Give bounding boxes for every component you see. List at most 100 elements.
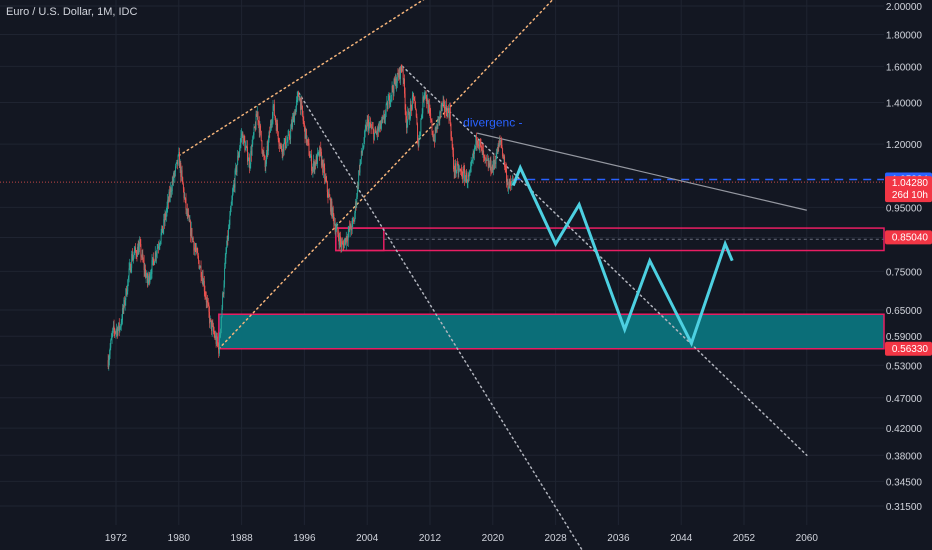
candle-body — [338, 238, 340, 245]
y-tick-label: 0.95000 — [886, 203, 923, 214]
candle-body — [149, 276, 151, 282]
candle-body — [228, 228, 229, 240]
candle-body — [439, 111, 441, 121]
candle-body — [429, 109, 431, 114]
candle-body — [129, 263, 131, 269]
chart-title: Euro / U.S. Dollar, 1M, IDC — [6, 6, 138, 18]
x-axis: 1972 1980 1988 1996 2004 2012 2020 2028 2036 2044… — [105, 533, 818, 544]
candle-body — [428, 105, 430, 113]
candle-body — [133, 252, 135, 255]
candle-body — [197, 252, 199, 256]
candle-body — [440, 111, 441, 113]
candle-body — [339, 236, 341, 245]
candle-body — [121, 320, 123, 323]
candle-body — [498, 140, 500, 146]
candle-body — [230, 205, 232, 208]
candle-body — [434, 139, 436, 142]
candle-body — [323, 164, 325, 168]
candle-body — [289, 138, 291, 140]
candle-body — [309, 157, 311, 158]
candle-body — [182, 184, 184, 189]
candle-body — [249, 164, 251, 169]
candle-body — [186, 209, 188, 210]
candle-body — [112, 325, 114, 329]
y-tick-label: 0.75000 — [886, 267, 923, 278]
candle-body — [287, 134, 289, 142]
candle-body — [477, 144, 479, 146]
candle-body — [436, 126, 438, 130]
candle-body — [297, 93, 299, 96]
candle-body — [367, 119, 369, 121]
candle-body — [362, 149, 364, 153]
candle-body — [257, 111, 259, 121]
candle-body — [347, 239, 349, 241]
candle-body — [481, 145, 483, 147]
candle-body — [470, 162, 472, 167]
candle-body — [137, 246, 139, 257]
candle-body — [362, 146, 364, 150]
candle-body — [453, 153, 454, 170]
candle-body — [351, 220, 353, 231]
candle-body — [420, 119, 422, 132]
candle-body — [194, 247, 195, 251]
candle-body — [435, 127, 437, 132]
candle-body — [430, 119, 432, 121]
candle-body — [466, 182, 468, 184]
candle-body — [418, 136, 420, 146]
candle-body — [211, 320, 212, 331]
candle-body — [244, 140, 246, 151]
candle-body — [182, 177, 184, 185]
candle-body — [511, 182, 513, 186]
candle-body — [354, 202, 356, 214]
horizontal-levels — [0, 178, 884, 183]
candle-body — [117, 328, 119, 335]
candle-body — [353, 219, 354, 221]
candle-body — [173, 173, 175, 177]
candle-body — [433, 139, 435, 141]
candle-body — [413, 94, 415, 97]
trendline — [476, 132, 807, 211]
candle-body — [511, 180, 513, 183]
candle-body — [183, 188, 185, 199]
candle-body — [305, 128, 307, 139]
candle-body — [260, 130, 262, 141]
candle-body — [135, 251, 137, 256]
candle-body — [227, 235, 229, 240]
candle-body — [432, 131, 434, 136]
candle-body — [184, 197, 186, 199]
candle-body — [132, 257, 134, 260]
candle-body — [377, 126, 379, 134]
candle-body — [325, 177, 327, 181]
candle-body — [473, 152, 475, 154]
trendline — [401, 65, 808, 457]
candle-body — [271, 122, 273, 125]
candle-body — [167, 199, 169, 206]
candle-body — [267, 146, 269, 151]
candle-body — [398, 74, 400, 78]
candle-body — [390, 95, 392, 103]
candle-body — [179, 152, 180, 168]
candle-body — [434, 127, 436, 142]
candle-body — [346, 236, 348, 240]
candle-body — [349, 224, 351, 231]
candle-body — [144, 268, 146, 278]
candle-body — [412, 94, 414, 97]
candle-body — [221, 307, 223, 318]
candle-body — [329, 196, 331, 200]
candle-body — [158, 246, 159, 248]
candle-body — [427, 99, 429, 113]
candle-body — [279, 144, 281, 146]
candle-body — [342, 243, 344, 245]
candle-body — [469, 171, 471, 176]
candle-body — [119, 327, 121, 330]
candle-body — [134, 247, 136, 253]
candle-body — [254, 126, 256, 128]
candle-body — [209, 318, 211, 324]
candle-body — [366, 119, 368, 130]
candle-body — [154, 252, 156, 262]
candle-body — [364, 128, 366, 132]
candle-body — [481, 146, 483, 155]
candle-body — [237, 155, 239, 158]
candle-body — [255, 114, 257, 130]
